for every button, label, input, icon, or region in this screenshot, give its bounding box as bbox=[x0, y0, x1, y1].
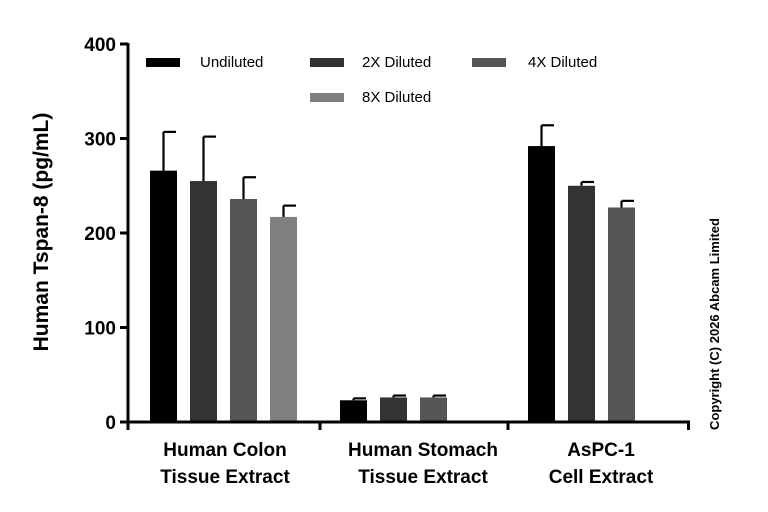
legend-label-0: Undiluted bbox=[200, 54, 263, 71]
bar-2-1 bbox=[420, 397, 447, 422]
bars-layer bbox=[150, 124, 635, 422]
y-axis-title: Human Tspan-8 (pg/mL) bbox=[30, 113, 53, 352]
axes-layer: 0 100 200 300 400 Human Colon Tissue Extract Hu… bbox=[84, 35, 690, 488]
x-category-label-1-1: Tissue Extract bbox=[358, 467, 488, 488]
bar-0-1 bbox=[340, 400, 367, 422]
legend-swatch-2 bbox=[472, 58, 506, 67]
legend-swatch-1 bbox=[310, 58, 344, 67]
copyright-notice: Copyright (C) 2026 Abcam Limited bbox=[707, 218, 722, 430]
legend-swatch-0 bbox=[146, 58, 180, 67]
x-category-label-1-0: Human Stomach bbox=[348, 440, 498, 461]
y-tick-label-2: 200 bbox=[84, 224, 116, 245]
y-tick-label-4: 400 bbox=[84, 35, 116, 56]
legend-label-1: 2X Diluted bbox=[362, 54, 431, 71]
bar-1-0 bbox=[190, 181, 217, 422]
bar-2-2 bbox=[608, 207, 635, 422]
legend-label-2: 4X Diluted bbox=[528, 54, 597, 71]
x-category-label-2-0: AsPC-1 bbox=[567, 440, 635, 461]
bar-2-0 bbox=[230, 198, 257, 422]
y-tick-label-3: 300 bbox=[84, 130, 116, 151]
legend: Undiluted 2X Diluted 4X Diluted 8X Diluted bbox=[146, 54, 597, 106]
y-tick-label-0: 0 bbox=[105, 413, 116, 434]
y-tick-label-1: 100 bbox=[84, 319, 116, 340]
bar-0-0 bbox=[150, 170, 177, 422]
x-category-label-2-1: Cell Extract bbox=[549, 467, 654, 488]
bar-3-0 bbox=[270, 216, 297, 422]
bar-0-2 bbox=[528, 146, 555, 422]
bar-1-1 bbox=[380, 397, 407, 422]
bar-1-2 bbox=[568, 185, 595, 422]
x-category-label-0-1: Tissue Extract bbox=[160, 467, 290, 488]
legend-label-3: 8X Diluted bbox=[362, 89, 431, 106]
x-category-label-0-0: Human Colon bbox=[163, 440, 287, 461]
legend-swatch-3 bbox=[310, 93, 344, 102]
